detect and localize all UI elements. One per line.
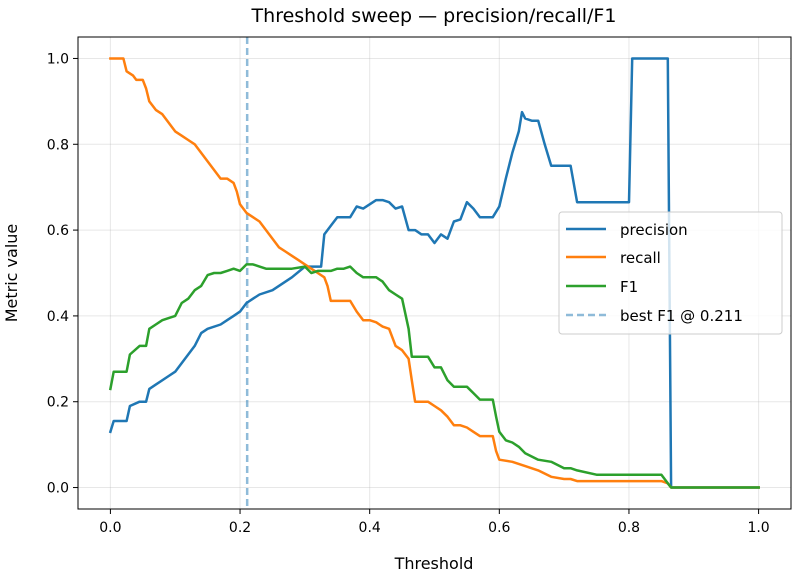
x-tick-label-3: 0.6: [488, 520, 510, 536]
y-axis-label: Metric value: [2, 224, 21, 323]
y-tick-label-2: 0.4: [47, 309, 69, 325]
y-tick-label-4: 0.8: [47, 137, 69, 153]
axis-ticks: 0.0 0.2 0.4 0.6 0.8 1.0 0.0 0.2 0.4 0.6 0.8 1.0: [47, 51, 770, 536]
series-line-f1: [108, 263, 760, 489]
y-tick-label-0: 0.0: [47, 481, 69, 497]
x-tick-label-2: 0.4: [359, 520, 381, 536]
x-tick-label-4: 0.8: [618, 520, 640, 536]
legend-label-recall: recall: [620, 249, 661, 267]
legend-label-precision: precision: [620, 221, 688, 239]
chart-title: Threshold sweep — precision/recall/F1: [251, 5, 617, 27]
y-tick-label-5: 1.0: [47, 51, 69, 67]
x-tick-label-5: 1.0: [747, 520, 769, 536]
x-axis-label: Threshold: [394, 554, 474, 573]
legend-label-best-f1: best F1 @ 0.211: [620, 307, 743, 325]
legend-box: [558, 211, 783, 335]
series-lines: [108, 57, 760, 489]
legend: precision recall F1 best F1 @ 0.211: [558, 211, 783, 335]
series-line-recall: [109, 57, 760, 489]
legend-label-f1: F1: [620, 278, 638, 296]
y-tick-label-3: 0.6: [47, 223, 69, 239]
series-line-precision: [108, 57, 760, 489]
plot-frame: [77, 36, 792, 510]
y-tick-label-1: 0.2: [47, 395, 69, 411]
x-tick-label-0: 0.0: [99, 520, 121, 536]
x-tick-label-1: 0.2: [229, 520, 251, 536]
